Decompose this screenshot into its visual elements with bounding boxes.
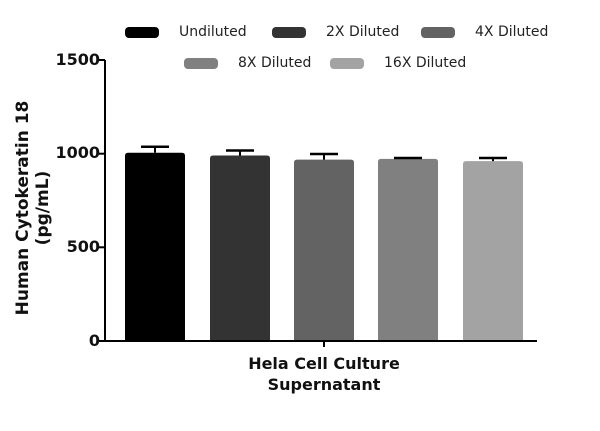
legend-label: 2X Diluted: [326, 24, 400, 40]
legend-swatch: [421, 26, 455, 38]
legend-swatch: [272, 26, 306, 38]
legend-label: Undiluted: [179, 24, 247, 40]
legend-item-16x: 16X Diluted: [330, 55, 466, 71]
legend-swatch: [125, 26, 159, 38]
bar: [294, 159, 354, 341]
bar: [125, 152, 185, 341]
legend-label: 8X Diluted: [238, 55, 312, 71]
legend-swatch: [184, 57, 218, 69]
legend-item-undiluted: Undiluted: [125, 24, 247, 40]
y-tick-label: 1500: [55, 50, 100, 69]
bars: [125, 145, 523, 341]
legend-label: 4X Diluted: [475, 24, 549, 40]
y-tick-label: 0: [88, 331, 100, 350]
legend-label: 16X Diluted: [384, 55, 467, 71]
x-axis-label: Hela Cell Culture Supernatant: [224, 353, 424, 395]
legend-swatch: [330, 57, 364, 69]
bar: [210, 155, 270, 341]
bar: [378, 158, 438, 341]
axes: [99, 59, 537, 347]
y-tick-label: 1000: [55, 143, 100, 162]
legend-item-2x: 2X Diluted: [272, 24, 399, 40]
bar: [463, 161, 523, 341]
y-tick-label: 500: [66, 237, 100, 256]
x-axis-label-line-2: Supernatant: [267, 375, 381, 394]
legend-item-4x: 4X Diluted: [421, 24, 548, 40]
legend-item-8x: 8X Diluted: [184, 55, 311, 71]
x-axis-label-line-1: Hela Cell Culture: [248, 354, 400, 373]
